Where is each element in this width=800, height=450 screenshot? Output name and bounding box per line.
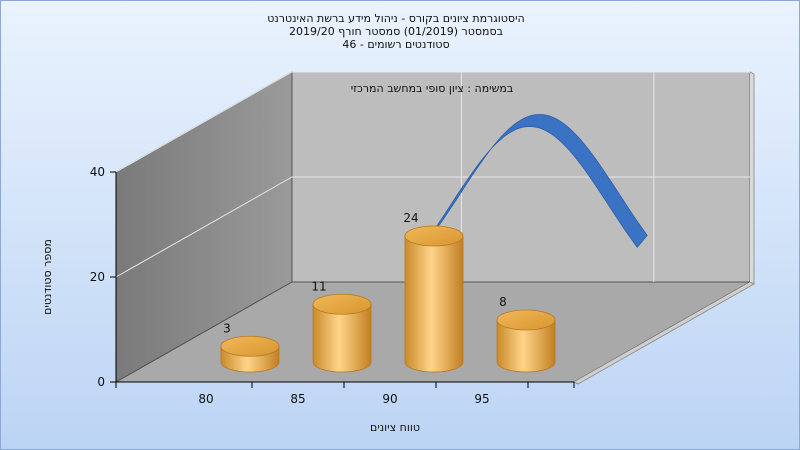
y-axis-title: מספר סטודנטים (41, 239, 54, 315)
bar-value-label: 8 (499, 295, 507, 309)
gridline-y (115, 71, 750, 173)
bar-value-label: 3 (223, 321, 231, 335)
y-tick-label: 20 (90, 270, 105, 284)
curve-ribbon (421, 114, 648, 248)
chart-title-line1: היסטוגרמת ציונים בקורס - ניהול מידע ברשת… (267, 12, 524, 25)
bar-body (312, 303, 372, 373)
bar-90: 24 (403, 211, 464, 373)
x-axis-title: טווח ציונים (370, 421, 420, 434)
bars-group: 3 11 24 8 (220, 211, 556, 373)
bar-body (404, 235, 464, 373)
bar-80: 3 (220, 321, 280, 373)
bar-value-label: 11 (311, 279, 326, 293)
bar-95: 8 (496, 295, 556, 373)
y-tick-label: 0 (97, 375, 105, 389)
chart-subtitle: במשימה : ציון סופי במחשב המרכזי (351, 82, 514, 95)
bar-cap (404, 225, 464, 247)
x-tick-label: 80 (198, 392, 213, 406)
bar-body (496, 319, 556, 373)
x-tick-label: 85 (290, 392, 305, 406)
bar-cap (220, 335, 280, 357)
bar-value-label: 24 (403, 211, 418, 225)
chart-title-line3: סטודנטים רשומים - 46 (342, 38, 449, 51)
x-axis-ticks: 80 85 90 95 (115, 382, 575, 406)
bar-cap (312, 293, 372, 315)
chart-title-line2: בסמסטר (01/2019) סמסטר חורף 2019/20 (289, 25, 503, 38)
x-tick-label: 90 (382, 392, 397, 406)
y-tick-label: 40 (90, 165, 105, 179)
bar-cap (496, 309, 556, 331)
distribution-curve (421, 114, 648, 248)
x-tick-label: 95 (474, 392, 489, 406)
y-axis-ticks: 0 20 40 (90, 165, 116, 389)
bar-85: 11 (311, 279, 372, 373)
